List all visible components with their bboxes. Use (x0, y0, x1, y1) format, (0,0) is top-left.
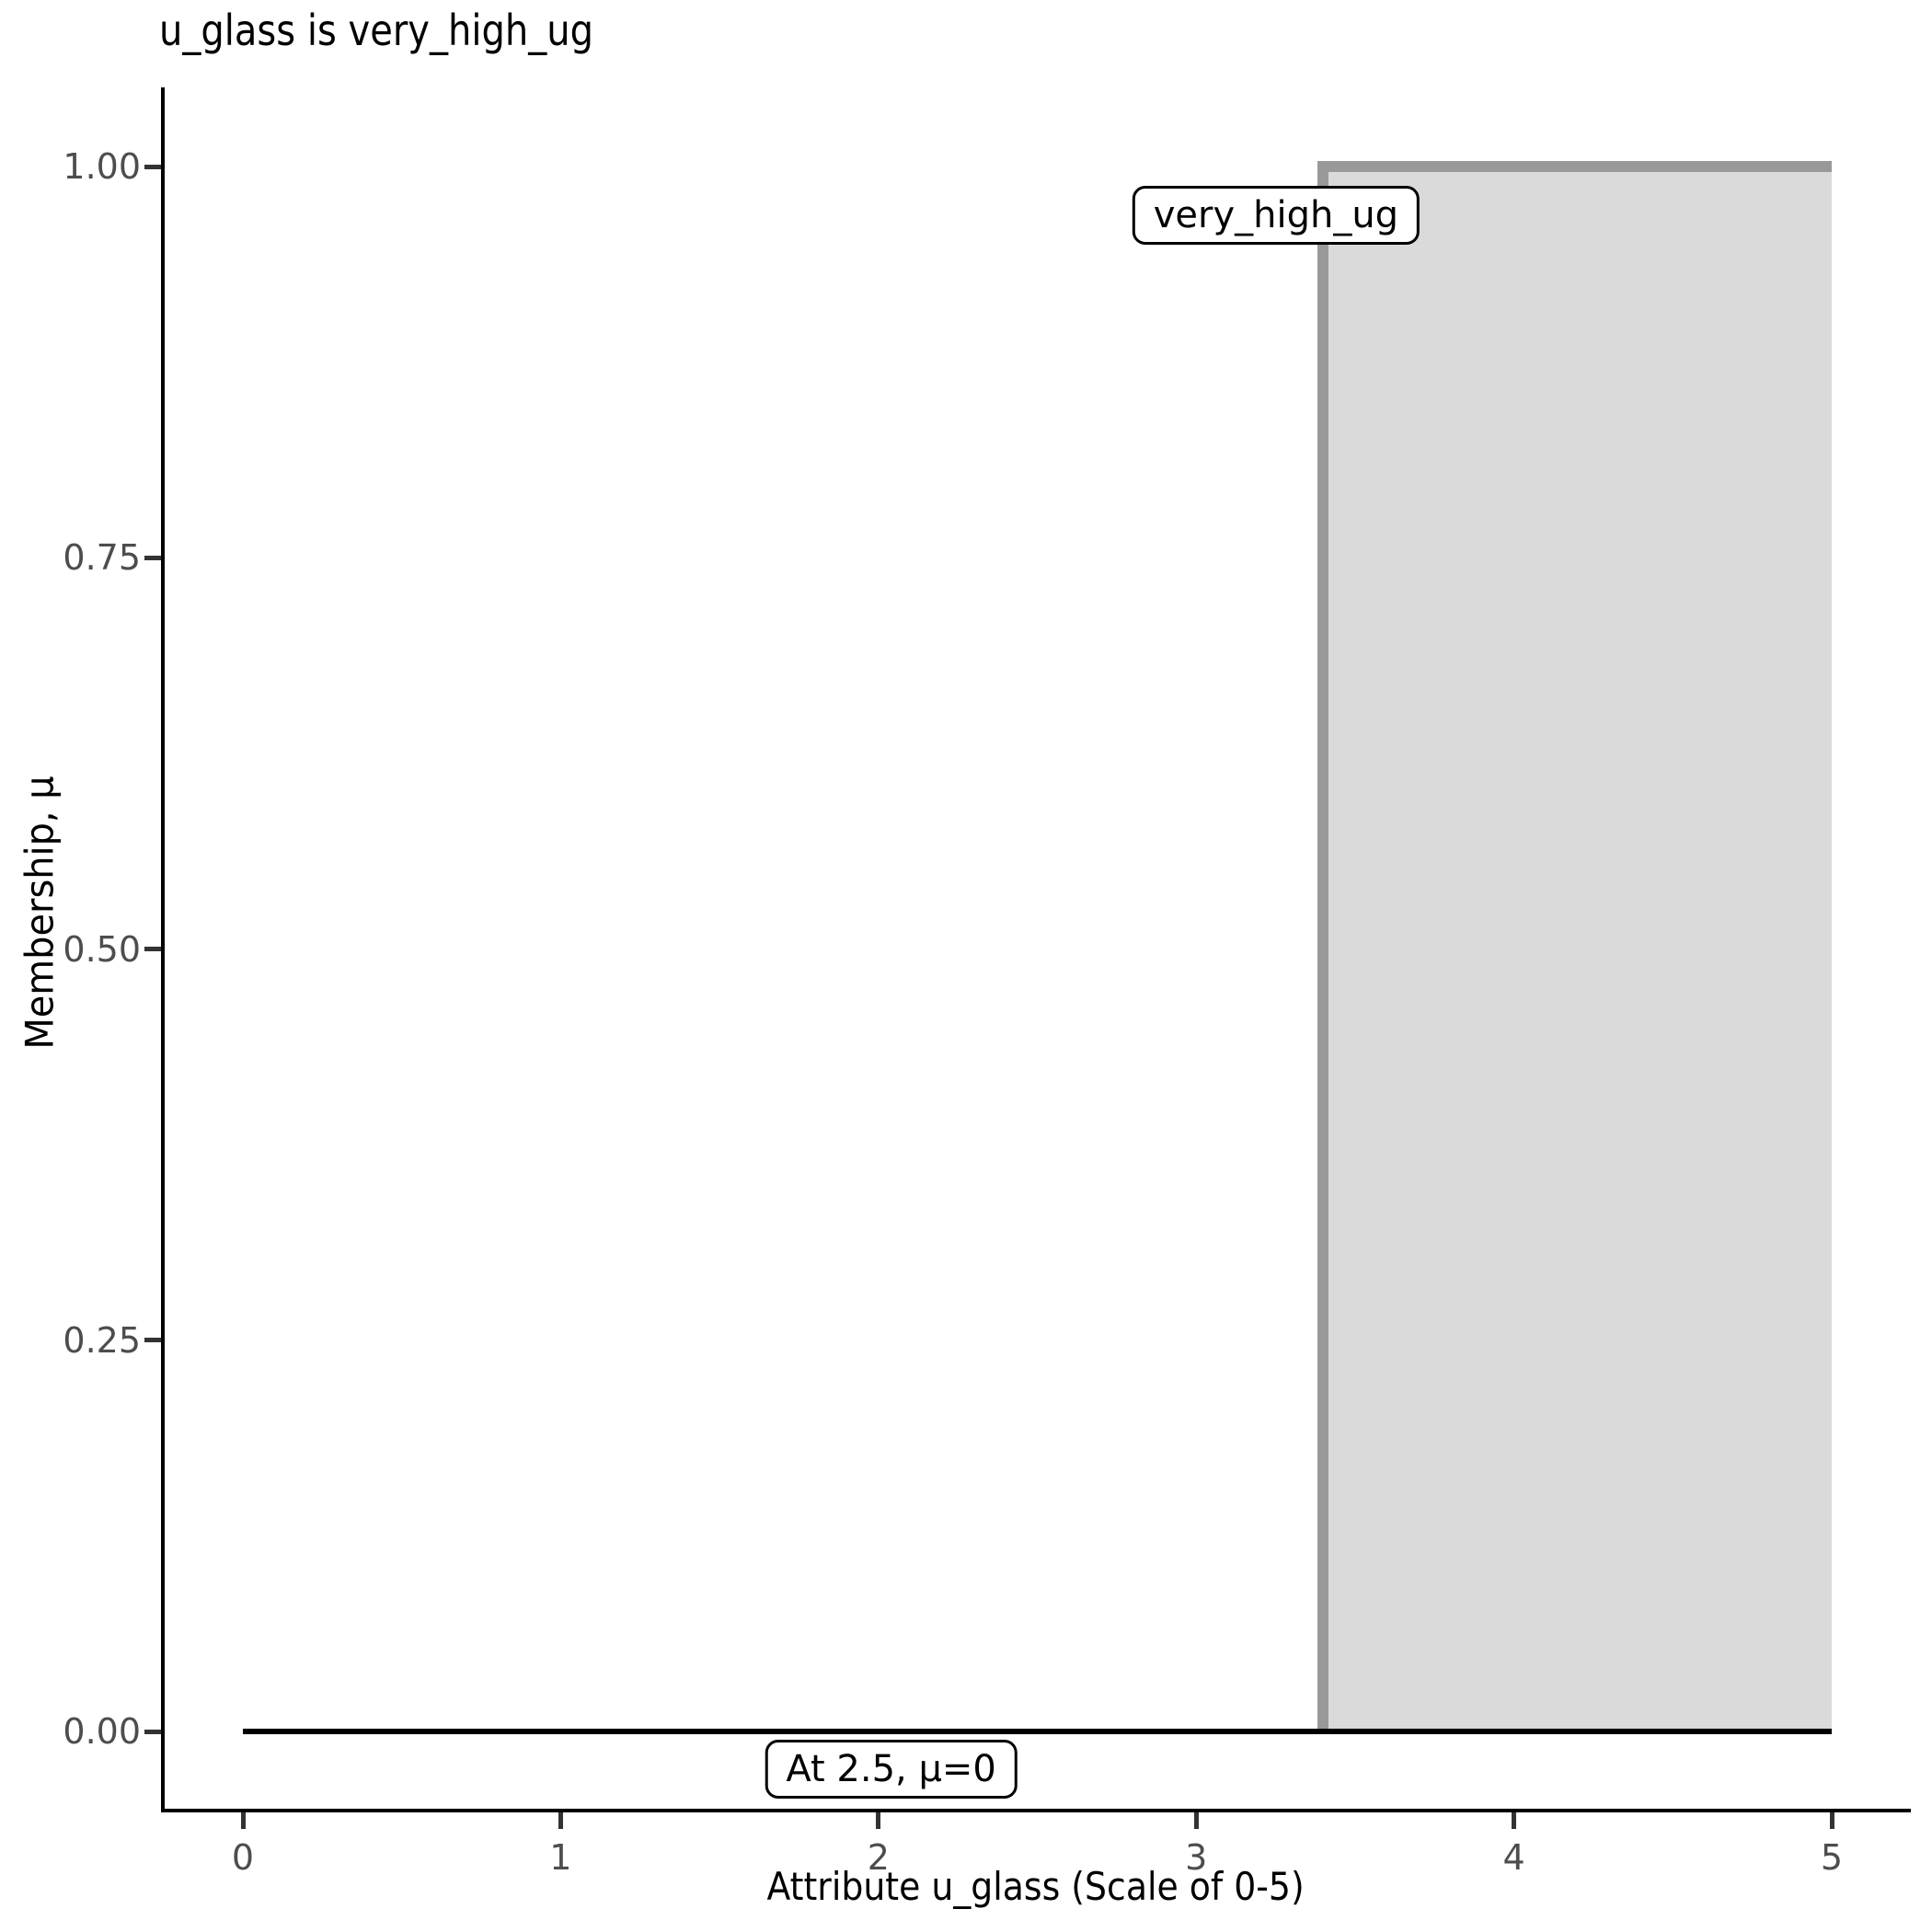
membership-area-top-border (1317, 161, 1832, 172)
annotation-label-at-2-5-0: At 2.5, μ=0 (765, 1739, 1018, 1799)
x-tick-label: 3 (1185, 1837, 1208, 1878)
x-axis-title: Attribute u_glass (Scale of 0-5) (161, 1864, 1911, 1909)
y-tick-label: 0.00 (63, 1711, 141, 1752)
membership-area-fill (1323, 167, 1832, 1731)
x-tick-mark (1193, 1812, 1199, 1829)
clipped-membership-line (243, 1729, 1832, 1734)
annotation-label-very-high-ug: very_high_ug (1132, 185, 1420, 245)
x-tick-label: 0 (231, 1837, 255, 1878)
membership-area-left-border (1317, 161, 1329, 1731)
y-tick-label: 1.00 (63, 146, 141, 187)
x-tick-label: 4 (1502, 1837, 1525, 1878)
x-tick-mark (1512, 1812, 1517, 1829)
y-tick-mark (144, 947, 161, 951)
x-tick-mark (1829, 1812, 1834, 1829)
x-axis-title-text: Attribute u_glass (Scale of 0-5) (766, 1864, 1305, 1909)
y-axis-line (161, 87, 165, 1812)
x-tick-mark (558, 1812, 563, 1829)
x-tick-mark (876, 1812, 881, 1829)
x-tick-label: 1 (549, 1837, 572, 1878)
y-tick-mark (144, 164, 161, 169)
x-tick-label: 5 (1820, 1837, 1844, 1878)
y-tick-label: 0.75 (63, 537, 141, 579)
y-tick-mark (144, 1729, 161, 1734)
y-tick-label: 0.50 (63, 928, 141, 970)
y-axis-title: Membership, μ (17, 776, 63, 1050)
y-tick-label: 0.25 (63, 1319, 141, 1361)
y-tick-mark (144, 1338, 161, 1343)
x-tick-mark (240, 1812, 246, 1829)
y-tick-mark (144, 555, 161, 560)
chart-title: u_glass is very_high_ug (159, 6, 594, 55)
x-axis-line (161, 1809, 1911, 1812)
x-tick-label: 2 (867, 1837, 890, 1878)
